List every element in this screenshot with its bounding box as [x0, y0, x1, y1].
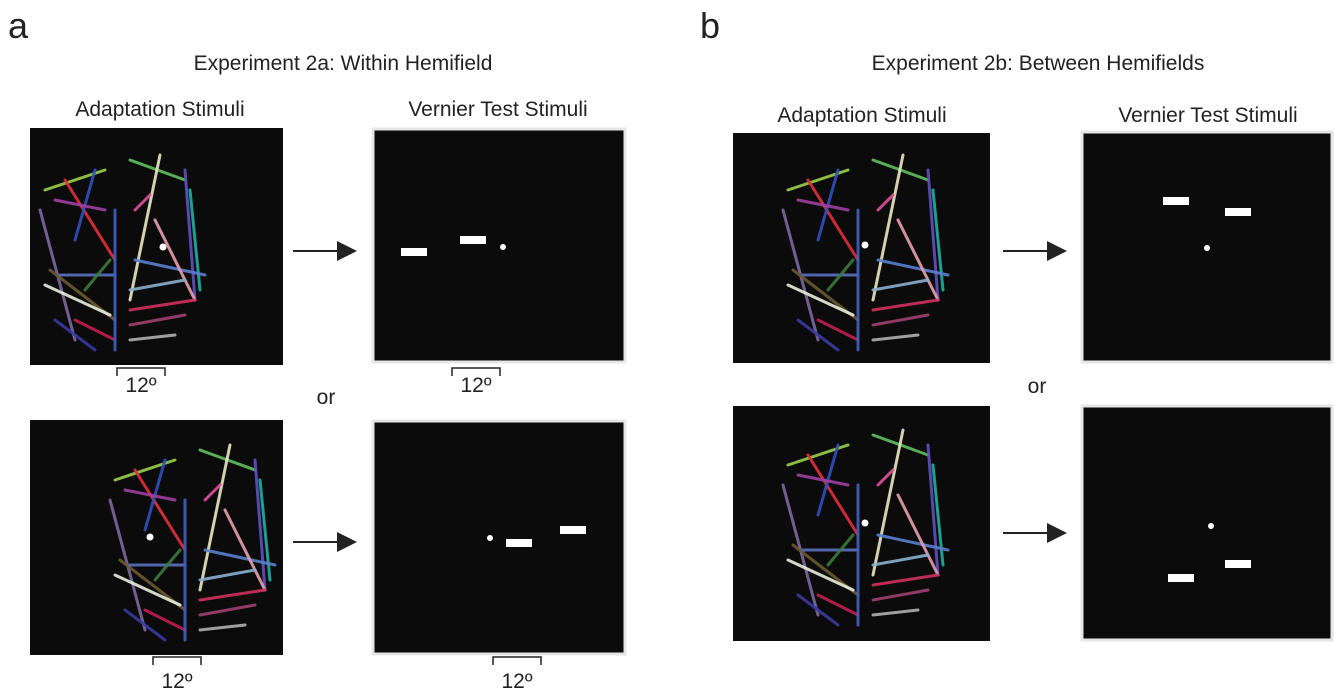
vernier-bar	[1225, 560, 1251, 568]
column-heading: Vernier Test Stimuli	[1118, 104, 1297, 127]
fixation	[861, 241, 869, 249]
column-heading: Adaptation Stimuli	[75, 98, 244, 121]
column-heading: Vernier Test Stimuli	[408, 98, 587, 121]
fixation	[159, 243, 167, 251]
separator: or	[1028, 375, 1047, 398]
fixation	[861, 519, 869, 527]
adaptation-stimulus	[733, 406, 990, 641]
fixation	[487, 535, 493, 541]
test-stimulus	[1080, 404, 1334, 642]
fixation	[1204, 245, 1210, 251]
vernier-bar	[401, 248, 427, 256]
column-heading: Adaptation Stimuli	[777, 104, 946, 127]
bracket	[116, 367, 166, 376]
fixation	[1208, 523, 1214, 529]
panel-title: Experiment 2a: Within Hemifield	[194, 52, 493, 75]
adaptation-stimulus	[30, 420, 283, 655]
distance-label: 12º	[125, 374, 156, 397]
separator: or	[317, 386, 336, 409]
vernier-bar	[1225, 208, 1251, 216]
panel-title: Experiment 2b: Between Hemifields	[872, 52, 1205, 75]
fixation	[500, 244, 506, 250]
vernier-bar	[506, 539, 532, 547]
distance-label: 12º	[460, 374, 491, 397]
vernier-bar	[1168, 574, 1194, 582]
bracket	[451, 367, 501, 376]
test-stimulus	[371, 419, 627, 656]
panel-label: a	[8, 5, 29, 46]
panel-label: b	[700, 5, 720, 46]
test-stimulus	[371, 127, 627, 364]
vernier-bar	[460, 236, 486, 244]
adaptation-stimulus	[733, 133, 990, 363]
vernier-bar	[560, 526, 586, 534]
distance-label: 12º	[501, 670, 532, 693]
bracket	[152, 656, 202, 665]
fixation	[146, 533, 154, 541]
vernier-bar	[1163, 197, 1189, 205]
bracket	[492, 656, 542, 665]
distance-label: 12º	[161, 670, 192, 693]
